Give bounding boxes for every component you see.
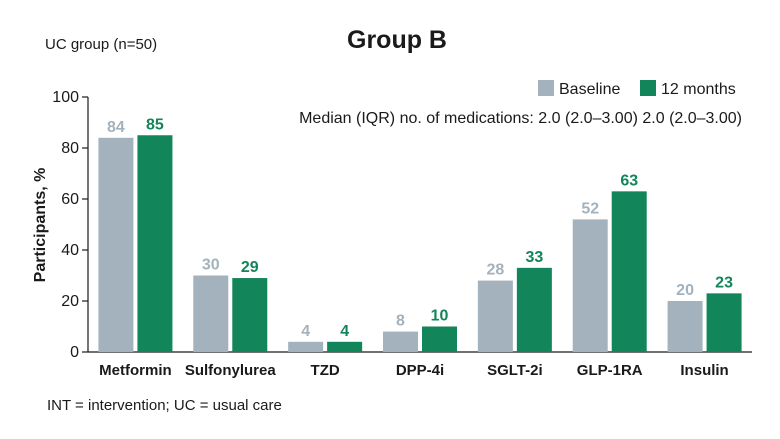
legend-label-baseline: Baseline <box>559 81 620 98</box>
data-label-tzd-12-months: 4 <box>340 323 349 340</box>
bar-insulin-12-months <box>706 293 742 352</box>
bar-sglt-2i-12-months <box>516 267 552 352</box>
bar-sglt-2i-baseline <box>477 280 513 352</box>
footnote: INT = intervention; UC = usual care <box>47 397 282 414</box>
legend-swatch-baseline <box>538 80 554 96</box>
bar-tzd-12-months <box>327 341 363 352</box>
chart-subtitle: UC group (n=50) <box>45 36 157 53</box>
legend-swatch-12-months <box>640 80 656 96</box>
chart-title: Group B <box>347 26 447 54</box>
legend-label-12-months: 12 months <box>661 81 736 98</box>
data-label-dpp-4i-12-months: 10 <box>431 308 449 325</box>
x-category-glp-1ra: GLP-1RA <box>577 362 643 379</box>
bar-sulfonylurea-baseline <box>193 275 229 352</box>
data-labels: 84 85 30 29 4 4 8 10 28 33 52 63 20 23 <box>107 116 733 340</box>
x-category-insulin: Insulin <box>680 362 728 379</box>
data-label-sulfonylurea-baseline: 30 <box>202 257 220 274</box>
x-category-sulfonylurea: Sulfonylurea <box>185 362 277 379</box>
data-label-sulfonylurea-12-months: 29 <box>241 259 259 276</box>
bar-metformin-12-months <box>137 135 173 352</box>
bar-glp-1ra-baseline <box>572 219 608 352</box>
legend: Baseline 12 months <box>538 80 736 98</box>
bar-sulfonylurea-12-months <box>232 278 268 352</box>
y-axis-label: Participants, % <box>32 168 49 283</box>
x-category-metformin: Metformin <box>99 362 172 379</box>
data-label-glp-1ra-baseline: 52 <box>581 200 599 217</box>
data-label-metformin-baseline: 84 <box>107 119 125 136</box>
x-category-tzd: TZD <box>311 362 340 379</box>
y-tick-label-20: 20 <box>61 293 79 310</box>
data-label-insulin-baseline: 20 <box>676 282 694 299</box>
medication-annotation: Median (IQR) no. of medications: 2.0 (2.… <box>299 110 742 127</box>
x-axis-categories: Metformin Sulfonylurea TZD DPP-4i SGLT-2i GLP… <box>99 362 729 379</box>
x-category-sglt-2i: SGLT-2i <box>487 362 543 379</box>
bars <box>98 135 742 352</box>
data-label-glp-1ra-12-months: 63 <box>620 172 638 189</box>
y-tick-label-80: 80 <box>61 140 79 157</box>
y-tick-label-40: 40 <box>61 242 79 259</box>
bar-glp-1ra-12-months <box>611 191 647 352</box>
data-label-insulin-12-months: 23 <box>715 274 733 291</box>
x-category-dpp-4i: DPP-4i <box>396 362 444 379</box>
bar-dpp-4i-12-months <box>422 326 457 352</box>
bar-tzd-baseline <box>288 341 324 352</box>
bar-dpp-4i-baseline <box>383 331 418 352</box>
bar-insulin-baseline <box>667 301 703 352</box>
y-tick-label-100: 100 <box>52 89 79 106</box>
data-label-metformin-12-months: 85 <box>146 116 164 133</box>
y-tick-label-0: 0 <box>70 344 79 361</box>
data-label-sglt-2i-baseline: 28 <box>486 262 504 279</box>
y-axis-ticks: 0 20 40 60 80 100 <box>52 89 88 361</box>
data-label-dpp-4i-baseline: 8 <box>396 313 405 330</box>
data-label-tzd-baseline: 4 <box>301 323 310 340</box>
data-label-sglt-2i-12-months: 33 <box>525 249 543 266</box>
bar-metformin-baseline <box>98 137 134 352</box>
y-tick-label-60: 60 <box>61 191 79 208</box>
